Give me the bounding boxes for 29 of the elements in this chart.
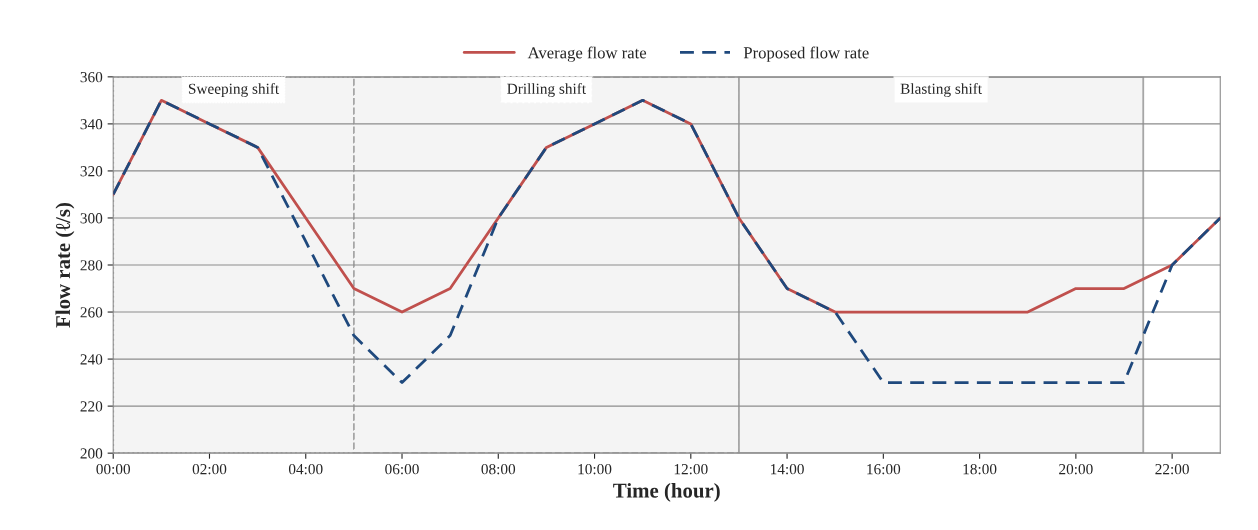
x-tick-label: 16:00: [867, 464, 901, 475]
x-tick-label: 22:00: [1155, 464, 1189, 475]
y-tick-label: 280: [80, 260, 103, 271]
band-label: Drilling shift: [507, 82, 586, 98]
legend-label: Proposed flow rate: [743, 46, 869, 62]
band-label: Sweeping shift: [188, 82, 280, 98]
band-label: Blasting shift: [900, 82, 982, 98]
x-axis-title: Time (hour): [613, 482, 720, 502]
x-tick-label: 12:00: [674, 464, 708, 475]
x-tick-label: 18:00: [963, 464, 997, 475]
x-tick-label: 06:00: [385, 464, 419, 475]
x-tick-label: 10:00: [578, 464, 612, 475]
y-tick-label: 220: [80, 401, 103, 412]
line-series: [113, 98, 1221, 384]
y-axis-title: Flow rate (ℓ/s): [55, 203, 75, 328]
x-tick-label: 04:00: [288, 464, 323, 475]
y-tick-label: 360: [80, 71, 103, 83]
y-tick-label: 320: [80, 166, 103, 177]
x-tick-label: 00:00: [96, 464, 131, 475]
y-tick-label: 240: [80, 354, 103, 365]
y-tick-label: 200: [80, 448, 103, 459]
y-tick-label: 340: [80, 119, 103, 130]
y-tick-label: 260: [80, 307, 103, 318]
legend-label: Average flow rate: [527, 46, 647, 62]
x-tick-label: 08:00: [481, 464, 516, 475]
x-tick-label: 14:00: [771, 464, 804, 475]
x-tick-label: 20:00: [1059, 464, 1093, 475]
x-tick-label: 02:00: [192, 464, 227, 475]
y-tick-label: 300: [80, 213, 103, 224]
